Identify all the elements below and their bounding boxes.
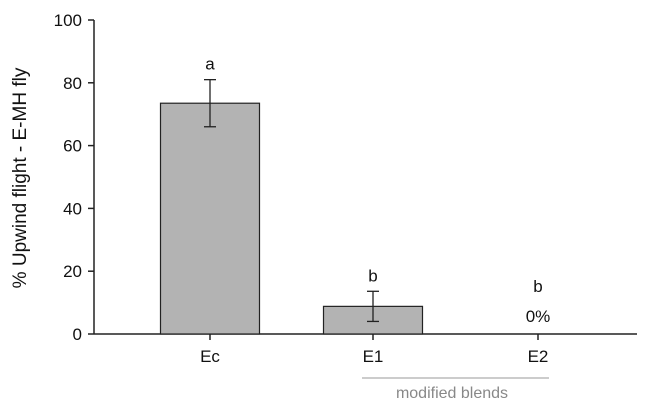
y-tick-label: 60 <box>63 137 82 156</box>
group-bracket: modified blends <box>362 377 549 402</box>
significance-letter: b <box>368 266 377 285</box>
y-tick-label: 40 <box>63 199 82 218</box>
significance-letter: a <box>205 55 215 74</box>
y-tick-label: 20 <box>63 262 82 281</box>
y-tick-label: 100 <box>54 11 82 30</box>
significance-letters: a b 0% b <box>205 55 550 326</box>
x-tick-label: E2 <box>528 347 549 366</box>
x-axis: Ec E1 E2 <box>94 333 637 366</box>
significance-letter: b <box>533 277 542 296</box>
group-bracket-label: modified blends <box>396 385 508 402</box>
y-tick-label: 0 <box>73 325 82 344</box>
y-axis: 0 20 40 60 80 100 <box>54 11 95 344</box>
x-tick-label: Ec <box>200 347 220 366</box>
bars <box>159 102 424 335</box>
y-axis-label: % Upwind flight - E-MH fly <box>10 67 31 288</box>
error-bars <box>204 79 379 323</box>
y-tick-label: 80 <box>63 74 82 93</box>
x-tick-label: E1 <box>363 347 384 366</box>
bar-Ec <box>159 102 261 335</box>
value-annotation: 0% <box>526 307 551 326</box>
